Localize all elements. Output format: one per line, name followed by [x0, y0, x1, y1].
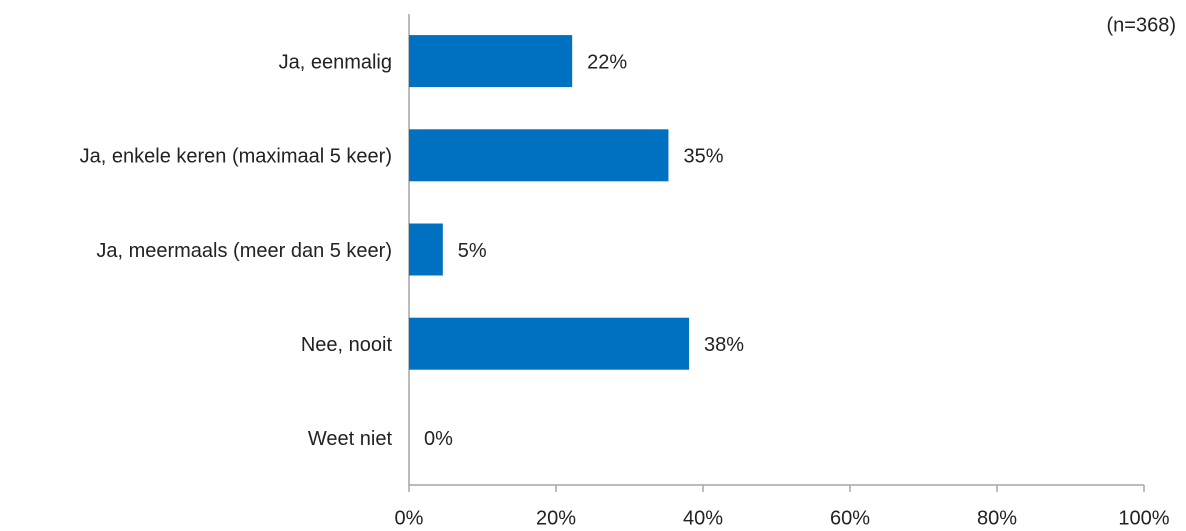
value-label: 38% — [704, 334, 744, 356]
bar — [409, 129, 669, 182]
x-tick-label: 100% — [1118, 507, 1169, 529]
y-tick-label: Weet niet — [308, 428, 393, 450]
y-tick-label: Ja, eenmalig — [279, 51, 392, 73]
value-label: 22% — [587, 51, 627, 73]
x-tick-label: 0% — [395, 507, 424, 529]
value-label: 5% — [458, 240, 487, 262]
y-tick-label: Ja, meermaals (meer dan 5 keer) — [96, 240, 392, 262]
x-tick-label: 40% — [683, 507, 723, 529]
y-tick-label: Nee, nooit — [301, 334, 393, 356]
x-tick-label: 80% — [977, 507, 1017, 529]
value-label: 35% — [683, 146, 723, 168]
y-tick-label: Ja, enkele keren (maximaal 5 keer) — [80, 146, 392, 168]
x-tick-label: 60% — [830, 507, 870, 529]
value-label: 0% — [424, 428, 453, 450]
bar — [409, 35, 573, 88]
annotation: (n=368) — [1107, 14, 1177, 36]
bar — [409, 223, 443, 276]
x-tick-label: 20% — [536, 507, 576, 529]
bar — [409, 317, 690, 370]
